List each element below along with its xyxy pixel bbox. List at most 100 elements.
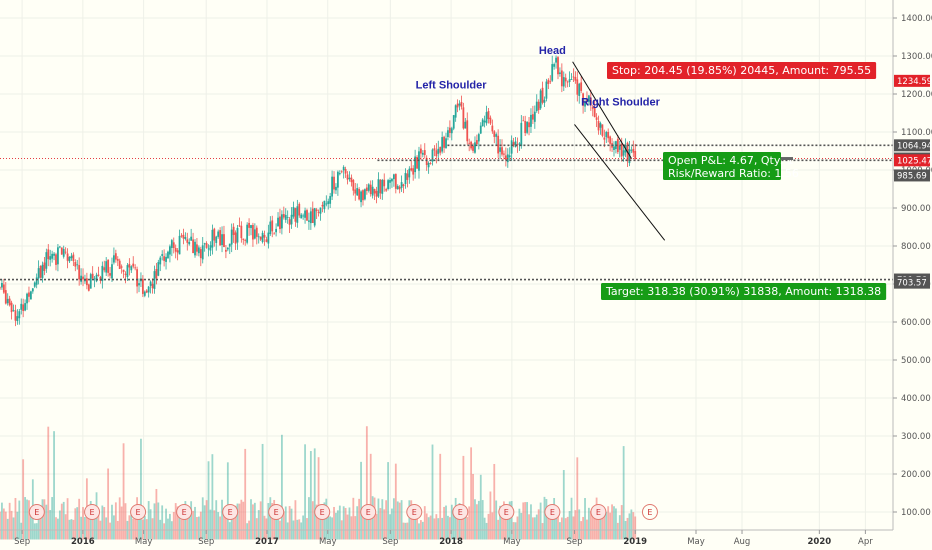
volume-bar [335, 512, 337, 540]
candle-body [520, 122, 523, 147]
volume-bar [427, 517, 430, 540]
volume-bar [491, 512, 494, 540]
candle-body [45, 252, 48, 269]
volume-bar [308, 497, 310, 540]
candle-body [39, 265, 42, 278]
volume-bar [141, 519, 144, 540]
earnings-marker[interactable]: E [544, 504, 561, 520]
candle-body [111, 264, 113, 279]
volume-bar [412, 511, 415, 540]
volume-bar [219, 516, 222, 540]
candle-body [309, 211, 312, 224]
earnings-marker[interactable]: E [406, 504, 423, 520]
candle-body [147, 286, 150, 293]
price-tag[interactable]: 1064.94 [894, 139, 932, 152]
earnings-marker[interactable]: E [590, 504, 607, 520]
earnings-circle [28, 504, 45, 520]
candle-body [485, 112, 488, 124]
volume-bar [526, 502, 529, 540]
candle-body [387, 180, 389, 189]
earnings-marker[interactable]: E [130, 504, 147, 520]
candle-body [510, 140, 513, 154]
x-tick-label: 2019 [623, 537, 647, 547]
volume-bar [421, 521, 424, 540]
candle-body [429, 163, 432, 165]
candle-body [537, 101, 540, 111]
earnings-marker[interactable]: E [314, 504, 331, 520]
earnings-circle [360, 504, 377, 520]
y-tick-label: 900.00 [901, 204, 931, 214]
earnings-circle [406, 504, 423, 520]
candle-body [120, 266, 123, 268]
volume-bar [406, 522, 409, 540]
candle-body [33, 282, 36, 287]
volume-bar [197, 516, 200, 540]
candle-body [197, 247, 200, 254]
candle-body [437, 148, 440, 154]
volume-bar [143, 516, 146, 540]
price-tag[interactable]: 703.57 [894, 276, 930, 289]
volume-bar [589, 511, 592, 540]
pnl-text: Open P&L: 4.67, Qty: 1 [668, 154, 794, 167]
candle-body [535, 101, 538, 112]
channel-line-1[interactable] [572, 61, 632, 159]
volume-bar [315, 504, 318, 540]
price-tag[interactable]: 1234.59 [894, 74, 932, 87]
candle-body [458, 103, 461, 106]
volume-bar [622, 446, 625, 540]
earnings-marker[interactable]: E [28, 504, 45, 520]
candle-body [616, 139, 619, 153]
volume-bar [537, 509, 540, 540]
position-boxes[interactable]: Stop: 204.45 (19.85%) 20445, Amount: 795… [601, 62, 887, 300]
candle-body [180, 235, 183, 237]
stop-box[interactable]: Stop: 204.45 (19.85%) 20445, Amount: 795… [607, 62, 877, 79]
candle-body [232, 226, 235, 235]
price-tag[interactable]: 1025.47 [894, 154, 932, 167]
volume-bar [317, 457, 320, 540]
volume-bar [128, 515, 131, 540]
candle-body [586, 99, 588, 102]
volume-bar [138, 508, 140, 540]
channel-line-2[interactable] [574, 124, 666, 241]
target-box[interactable]: Target: 318.38 (30.91%) 31838, Amount: 1… [601, 283, 887, 300]
volume-bar [167, 518, 169, 540]
candle-body [408, 168, 411, 178]
volume-bar [416, 516, 418, 540]
volume-bar [313, 448, 316, 540]
candle-body [288, 219, 291, 225]
price-tag-bg [894, 139, 930, 152]
earnings-marker[interactable]: E [360, 504, 377, 520]
earnings-marker[interactable]: E [222, 504, 239, 520]
volume-bar [242, 501, 245, 540]
volume-bar [51, 497, 54, 540]
candle-body [464, 121, 467, 129]
earnings-marker[interactable]: E [268, 504, 285, 520]
candle-body [49, 256, 52, 260]
candle-body [103, 267, 106, 271]
earnings-marker[interactable]: E [498, 504, 515, 520]
position-handle[interactable] [781, 157, 793, 161]
volume-bar [601, 512, 604, 540]
volume-bar [186, 512, 189, 540]
volume-bar [103, 507, 106, 540]
candle-body [184, 237, 187, 239]
price-tag[interactable]: 985.69 [894, 169, 930, 182]
trend-channel[interactable] [572, 61, 666, 241]
x-tick-label: Sep [566, 537, 582, 547]
volume-bar [14, 497, 17, 540]
earnings-marker[interactable]: E [641, 504, 658, 520]
candle-body [450, 128, 453, 134]
earnings-marker[interactable]: E [452, 504, 469, 520]
volume-bar [362, 507, 364, 540]
candle-body [228, 243, 231, 247]
volume-bar [336, 510, 339, 540]
candle-body [143, 291, 146, 296]
earnings-label: E [596, 508, 601, 517]
earnings-marker[interactable]: E [84, 504, 101, 520]
earnings-marker[interactable]: E [176, 504, 193, 520]
volume-bar [557, 507, 559, 540]
